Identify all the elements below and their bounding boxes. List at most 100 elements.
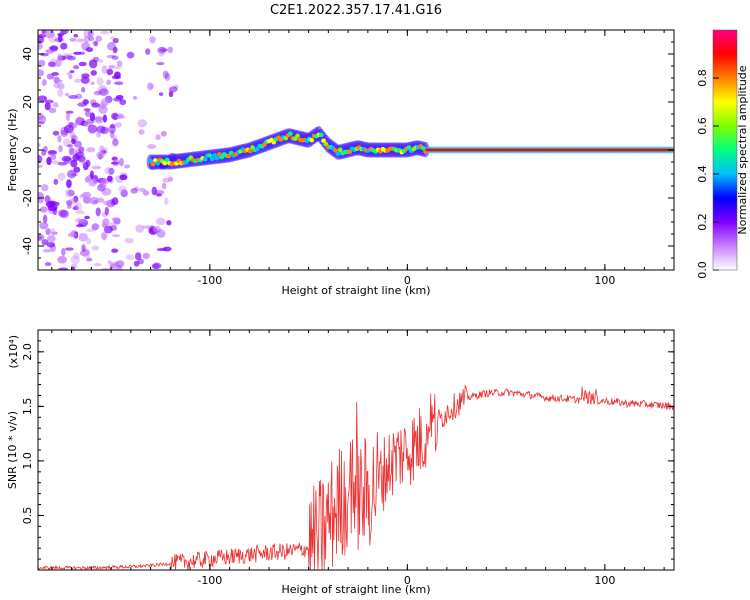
noise-blob	[106, 55, 116, 59]
noise-blob	[80, 76, 90, 84]
noise-blob	[75, 224, 84, 228]
noise-blob	[38, 121, 45, 125]
noise-blob	[138, 187, 147, 192]
noise-blob	[112, 138, 119, 147]
noise-blob	[102, 200, 110, 206]
noise-blob	[48, 107, 57, 114]
noise-blob	[157, 46, 167, 54]
noise-blob	[60, 30, 69, 35]
noise-blob	[42, 248, 52, 253]
noise-blob	[58, 267, 69, 270]
noise-blob	[168, 90, 174, 98]
noise-blob	[120, 189, 128, 198]
noise-blob	[57, 161, 68, 166]
noise-blob	[68, 147, 75, 156]
ridge-core	[162, 160, 168, 166]
noise-blob	[107, 41, 117, 51]
noise-blob	[102, 114, 108, 123]
y-tick-label: 1.0	[21, 452, 34, 470]
noise-blob	[85, 47, 94, 53]
noise-blob	[108, 167, 115, 175]
noise-blob	[146, 144, 157, 149]
noise-blob	[86, 237, 92, 245]
noise-blob	[155, 134, 161, 141]
noise-blob	[88, 178, 97, 187]
noise-blob	[110, 123, 116, 129]
snr-ticks: -100 0 100 0.5 1.0 1.5 2.0	[21, 330, 674, 587]
noise-blob	[64, 92, 70, 97]
noise-blob	[70, 159, 78, 168]
noise-blob	[38, 95, 48, 102]
noise-blob	[115, 65, 122, 70]
noise-blob	[38, 115, 47, 124]
noise-blob	[77, 102, 88, 107]
spectrogram-ticks: -100 0 100 -40 -20 0 20 40	[21, 29, 674, 287]
noise-blob	[115, 115, 126, 120]
noise-blob	[126, 51, 135, 59]
noise-blob	[93, 90, 102, 96]
noise-blob	[107, 169, 115, 173]
noise-blob	[81, 41, 91, 51]
noise-blob	[112, 197, 119, 205]
figure-title: C2E1.2022.357.17.41.G16	[270, 3, 442, 18]
snr-ylabel: SNR (10 * v/v)	[6, 411, 19, 489]
noise-blob	[46, 156, 52, 166]
ridge-core	[148, 158, 153, 164]
noise-blob	[48, 46, 59, 50]
noise-blob	[61, 247, 66, 257]
noise-blob	[133, 186, 140, 191]
x-tick-label: 0	[404, 574, 411, 587]
ridge-core	[247, 149, 253, 154]
noise-blob	[57, 89, 64, 97]
y-tick-label: 20	[21, 95, 34, 109]
noise-blob	[61, 155, 72, 162]
noise-blob	[51, 228, 56, 236]
noise-blob	[106, 68, 114, 76]
noise-blob	[110, 161, 119, 165]
colorbar-tick-label: 0.0	[696, 261, 709, 279]
noise-blob	[124, 237, 134, 244]
noise-blob	[152, 262, 162, 269]
noise-blob	[63, 124, 74, 134]
noise-blob	[134, 252, 142, 261]
noise-blob	[132, 95, 138, 100]
ridge-core	[164, 157, 170, 163]
ridge-core	[288, 131, 293, 136]
noise-blob	[87, 30, 94, 38]
noise-blob	[164, 72, 171, 82]
noise-blob	[41, 239, 49, 246]
noise-blob	[38, 34, 47, 38]
y-tick-label: 0	[21, 147, 34, 154]
noise-blob	[38, 69, 45, 77]
ridge-core	[209, 156, 215, 162]
noise-blob	[39, 222, 49, 230]
noise-blob	[67, 169, 77, 179]
noise-blob	[109, 263, 118, 269]
y-tick-label: 40	[21, 47, 34, 61]
noise-blob	[101, 187, 112, 196]
noise-blob	[111, 248, 119, 253]
noise-blob	[73, 252, 80, 260]
noise-blob	[73, 140, 82, 148]
ridge-core	[347, 149, 353, 154]
noise-blob	[44, 99, 54, 104]
noise-blob	[52, 102, 59, 108]
ridge-core	[335, 151, 341, 156]
snr-marks	[38, 384, 674, 570]
noise-blob	[65, 110, 74, 114]
noise-blob	[154, 189, 165, 195]
noise-blob	[103, 225, 113, 234]
noise-blob	[108, 65, 116, 69]
spectrogram-xlabel: Height of straight line (km)	[281, 284, 430, 297]
ridge-core	[337, 147, 343, 152]
noise-blob	[145, 48, 151, 55]
noise-blob	[51, 160, 61, 165]
noise-blob	[72, 206, 79, 211]
noise-blob	[65, 247, 74, 251]
noise-blob	[67, 232, 78, 238]
noise-blob	[69, 38, 77, 42]
noise-blob	[67, 189, 75, 197]
noise-blob	[66, 179, 72, 189]
noise-blob	[57, 172, 66, 181]
